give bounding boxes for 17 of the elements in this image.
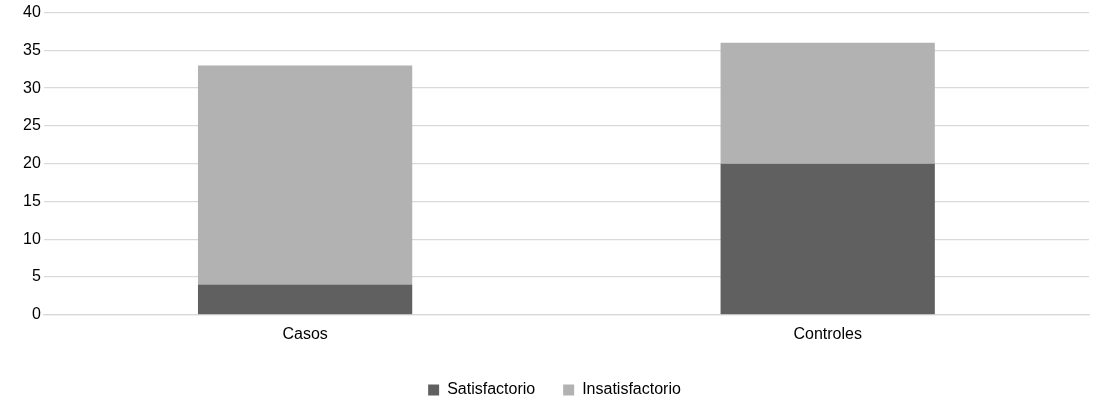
y-tick-label: 35 [23,40,41,58]
y-tick-label: 0 [31,305,41,323]
y-tick-label: 5 [31,267,41,285]
y-tick-label: 25 [23,116,41,134]
bar [197,65,413,285]
y-tick-label: 10 [23,229,41,247]
bar [197,284,413,315]
y-tick-label: 30 [23,78,41,96]
legend-label: Insatisfactorio [582,380,681,398]
bar [720,42,935,164]
y-tick-label: 15 [23,191,41,209]
y-tick-label: 20 [23,154,41,172]
x-tick-label: Casos [282,324,328,342]
legend-label: Satisfactorio [447,380,536,398]
x-tick-label: Controles [793,324,862,342]
bar [720,163,935,315]
y-tick-label: 40 [23,3,41,21]
